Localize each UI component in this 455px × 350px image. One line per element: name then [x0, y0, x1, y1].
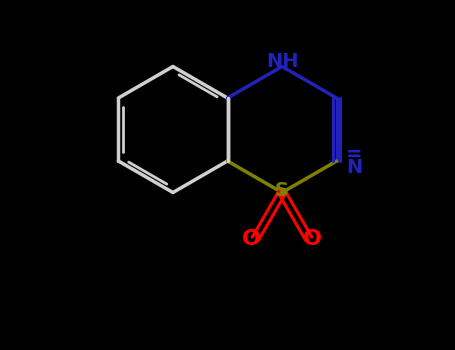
Text: N: N [346, 158, 362, 177]
Text: O: O [303, 229, 322, 249]
Text: =: = [346, 145, 362, 164]
Text: O: O [242, 229, 261, 249]
Text: NH: NH [266, 52, 298, 71]
Text: S: S [275, 181, 289, 200]
